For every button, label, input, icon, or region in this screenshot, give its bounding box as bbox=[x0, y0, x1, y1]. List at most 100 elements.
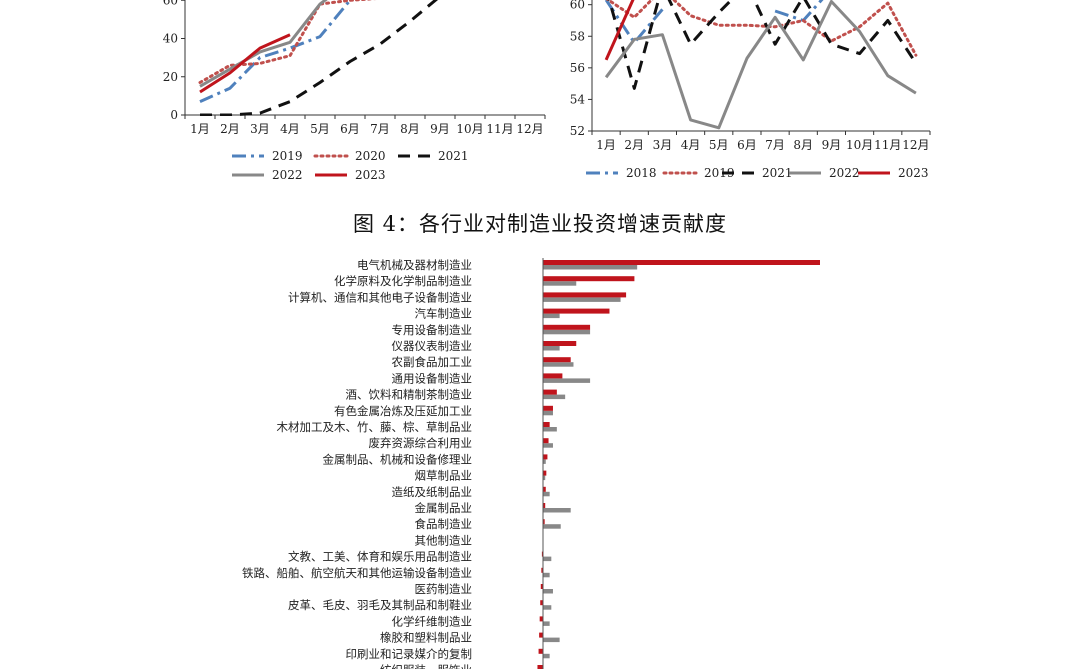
bar-red bbox=[543, 276, 635, 282]
x-tick-label: 2月 bbox=[220, 122, 240, 136]
category-label: 有色金属冶炼及压延加工业 bbox=[334, 404, 472, 418]
x-tick-label: 4月 bbox=[280, 122, 300, 136]
bar-gray bbox=[543, 459, 546, 464]
bar-gray bbox=[543, 524, 561, 529]
bar-gray bbox=[543, 394, 566, 400]
bar-red bbox=[543, 389, 557, 395]
x-tick-label: 9月 bbox=[430, 122, 450, 136]
x-tick-label: 8月 bbox=[400, 122, 420, 136]
bar-gray bbox=[543, 297, 621, 302]
bar-red bbox=[541, 551, 543, 557]
x-tick-label: 5月 bbox=[310, 122, 330, 136]
bar-gray bbox=[543, 362, 574, 367]
category-label: 汽车制造业 bbox=[415, 307, 473, 321]
y-tick-label: 20 bbox=[163, 70, 178, 84]
bar-gray bbox=[543, 443, 553, 448]
bar-red bbox=[543, 324, 591, 330]
series-group bbox=[604, 0, 918, 130]
bar-red bbox=[543, 486, 546, 492]
y-tick-label: 54 bbox=[570, 92, 586, 106]
series-line-2023 bbox=[199, 33, 291, 94]
series-line-2019 bbox=[199, 0, 352, 103]
category-label: 其他制造业 bbox=[415, 533, 473, 547]
x-tick-label: 7月 bbox=[765, 138, 785, 152]
x-tick-label: 3月 bbox=[653, 138, 673, 152]
bar-red bbox=[543, 470, 547, 476]
bar-red bbox=[540, 584, 543, 589]
x-tick-label: 12月 bbox=[516, 122, 543, 136]
bar-red bbox=[537, 665, 543, 669]
x-tick-label: 11月 bbox=[486, 122, 513, 136]
category-label: 烟草制品业 bbox=[415, 469, 473, 483]
x-tick-label: 10月 bbox=[456, 122, 483, 136]
bar-red bbox=[543, 373, 563, 379]
bar-gray bbox=[543, 281, 577, 286]
bar-gray bbox=[543, 621, 550, 626]
series-line-2023 bbox=[604, 0, 635, 61]
bar-red bbox=[543, 422, 550, 427]
category-label: 铁路、船舶、航空航天和其他运输设备制造业 bbox=[242, 566, 472, 580]
bar-red bbox=[543, 260, 820, 265]
x-tick-label: 7月 bbox=[370, 122, 390, 136]
legend-label: 2019 bbox=[704, 166, 735, 180]
x-tick-label: 1月 bbox=[596, 138, 616, 152]
category-label: 医药制造业 bbox=[415, 582, 473, 596]
bar-gray bbox=[543, 329, 591, 335]
bar-gray bbox=[543, 637, 560, 643]
y-tick-label: 40 bbox=[163, 32, 178, 46]
category-label: 文教、工美、体育和娱乐用品制造业 bbox=[288, 550, 472, 564]
series-group bbox=[198, 0, 439, 116]
legend-label: 2021 bbox=[438, 149, 469, 163]
category-label: 食品制造业 bbox=[415, 517, 473, 531]
category-label: 纺织服装、服饰业 bbox=[380, 663, 472, 669]
bar-gray bbox=[543, 265, 638, 270]
category-label: 酒、饮料和精制茶制造业 bbox=[346, 388, 473, 402]
series-line-2020 bbox=[198, 0, 378, 84]
x-tick-label: 10月 bbox=[846, 138, 873, 152]
bar-gray bbox=[543, 427, 557, 432]
bar-red bbox=[540, 600, 543, 606]
category-label: 金属制品业 bbox=[415, 501, 473, 515]
bar-gray bbox=[543, 346, 560, 351]
y-tick-label: 58 bbox=[570, 29, 585, 43]
bar-red bbox=[539, 616, 543, 622]
series-line-2021 bbox=[607, 0, 918, 90]
bar-red bbox=[543, 454, 548, 460]
bar-gray bbox=[543, 605, 552, 610]
x-tick-label: 12月 bbox=[902, 138, 929, 152]
category-label: 计算机、通信和其他电子设备制造业 bbox=[288, 290, 472, 304]
x-tick-label: 6月 bbox=[340, 122, 360, 136]
category-label: 化学纤维制造业 bbox=[392, 614, 473, 628]
series-line-2021 bbox=[200, 0, 439, 116]
series-line-2022 bbox=[199, 0, 328, 88]
series-line-2019 bbox=[605, 0, 918, 57]
legend-label: 2022 bbox=[829, 166, 860, 180]
bar-red bbox=[543, 438, 549, 444]
category-label: 农副食品加工业 bbox=[392, 355, 473, 369]
legend-label: 2019 bbox=[272, 149, 303, 163]
category-label: 皮革、毛皮、羽毛及其制品和制鞋业 bbox=[288, 598, 472, 612]
bar-gray bbox=[543, 556, 552, 562]
x-tick-label: 4月 bbox=[681, 138, 701, 152]
bar-red bbox=[541, 567, 543, 573]
category-label: 木材加工及木、竹、藤、棕、草制品业 bbox=[277, 420, 473, 434]
x-tick-label: 2月 bbox=[624, 138, 644, 152]
category-label: 造纸及纸制品业 bbox=[392, 485, 473, 499]
series-line-2022 bbox=[604, 0, 917, 130]
y-tick-label: 56 bbox=[570, 61, 585, 75]
category-label: 金属制品、机械和设备修理业 bbox=[323, 452, 473, 466]
bar-red bbox=[539, 632, 543, 638]
category-label: 印刷业和记录媒介的复制 bbox=[346, 647, 473, 661]
bar-red bbox=[543, 308, 610, 314]
legend-label: 2018 bbox=[626, 166, 657, 180]
category-label: 废弃资源综合利用业 bbox=[369, 436, 473, 450]
bar-red bbox=[543, 357, 571, 363]
x-tick-label: 6月 bbox=[737, 138, 757, 152]
x-tick-label: 5月 bbox=[709, 138, 729, 152]
legend-label: 2023 bbox=[898, 166, 929, 180]
x-tick-label: 1月 bbox=[190, 122, 210, 136]
bar-red bbox=[543, 341, 577, 346]
